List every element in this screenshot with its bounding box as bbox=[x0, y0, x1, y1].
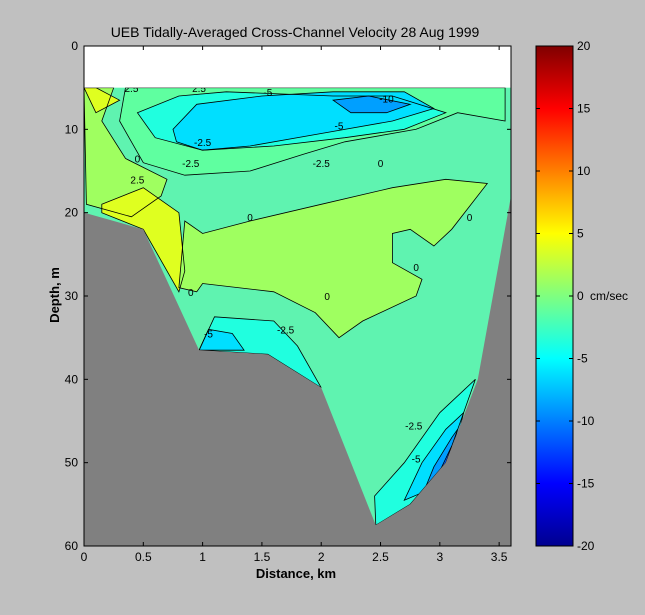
y-axis: 0 10 20 30 40 50 60 bbox=[65, 39, 511, 553]
contour-label: 0 bbox=[467, 213, 473, 224]
contour-label: 2.5 bbox=[124, 84, 138, 95]
x-tick-label: 3.5 bbox=[491, 550, 508, 564]
contour-label: 0 bbox=[135, 155, 141, 166]
contour-label: 2.5 bbox=[130, 176, 144, 187]
x-tick-label: 0.5 bbox=[135, 550, 152, 564]
contour-label: 0 bbox=[247, 213, 253, 224]
colorbar-tick-label: 10 bbox=[577, 164, 591, 178]
contour-fill-0-to-2p5-mid-line bbox=[178, 178, 489, 339]
contour-fill-deep-channel-core bbox=[404, 412, 464, 501]
colorbar-tick-label: 15 bbox=[577, 102, 591, 116]
contour-label: 0 bbox=[413, 263, 419, 274]
colorbar-tick-label: 5 bbox=[577, 227, 584, 241]
x-axis: 0 0.5 1 1.5 2 2.5 3 3.5 bbox=[81, 46, 508, 564]
chart-title: UEB Tidally-Averaged Cross-Channel Veloc… bbox=[111, 24, 480, 40]
colorbar-unit-label: cm/sec bbox=[590, 289, 628, 303]
contour-label: -5 bbox=[412, 455, 421, 466]
colorbar-gradient bbox=[535, 45, 574, 547]
contour-fill-above-2p5-wall-line bbox=[101, 187, 186, 293]
contour-fill-lower-jet-line bbox=[198, 316, 322, 389]
y-tick-label: 20 bbox=[65, 206, 79, 220]
y-tick-label: 0 bbox=[71, 39, 78, 53]
y-tick-label: 30 bbox=[65, 289, 79, 303]
contour-fill-minus2p5-to-minus5-line bbox=[136, 91, 447, 151]
contour-label: -2.5 bbox=[194, 138, 212, 149]
contour-label: -2.5 bbox=[313, 159, 331, 170]
contour-fill-minus7p5-to-minus10-line bbox=[332, 95, 412, 114]
contour-label: 0 bbox=[188, 288, 194, 299]
colorbar-tick-label: -10 bbox=[577, 414, 595, 428]
contour-fill-deep-channel bbox=[374, 379, 476, 526]
y-tick-label: 10 bbox=[65, 122, 79, 136]
plot-area: 2.5 2.5 -5 -10 -2.5 -5 0 -2.5 -2.5 0 2.5 0 0 0 0 0 -5 -2.… bbox=[65, 39, 512, 564]
x-tick-label: 2 bbox=[318, 550, 325, 564]
colorbar-tick-label: -5 bbox=[577, 352, 588, 366]
x-tick-label: 3 bbox=[436, 550, 443, 564]
contour-label: -10 bbox=[379, 95, 394, 106]
x-axis-label: Distance, km bbox=[256, 566, 336, 581]
contour-fill-0-to-2p5 bbox=[84, 87, 167, 217]
contour-label: 0 bbox=[324, 292, 330, 303]
y-tick-label: 50 bbox=[65, 456, 79, 470]
x-tick-label: 1 bbox=[199, 550, 206, 564]
colorbar-tick-label: 20 bbox=[577, 39, 591, 53]
contour-label: -2.5 bbox=[405, 421, 423, 432]
contour-fill-0-to-2p5-mid bbox=[178, 179, 488, 338]
contour-fill-minus5-to-minus7p5-line bbox=[172, 91, 435, 151]
contour-label: -2.5 bbox=[277, 326, 295, 337]
contour-label: -5 bbox=[204, 330, 213, 341]
contour-fill-minus7p5-to-minus10 bbox=[333, 96, 411, 113]
contour-label: -2.5 bbox=[182, 159, 200, 170]
colorbar-tick-label: 0 bbox=[577, 289, 584, 303]
contour-fill-lower-jet-core-line bbox=[198, 328, 245, 351]
x-tick-label: 1.5 bbox=[254, 550, 271, 564]
contour-fill-deep-channel-inner bbox=[422, 429, 458, 496]
no-data-band bbox=[84, 46, 511, 88]
colorbar-tick-label: -15 bbox=[577, 477, 595, 491]
colorbar-tick-label: -20 bbox=[577, 539, 595, 553]
contour-fill-above-2p5-left bbox=[84, 87, 120, 113]
contour-fill-0-to-minus2p5-line bbox=[119, 87, 506, 176]
y-axis-label: Depth, m bbox=[47, 267, 62, 323]
contour-fill-above-2p5-wall bbox=[101, 187, 185, 292]
contour-label: -5 bbox=[263, 88, 272, 99]
contour-fill-above-2p5-left-line bbox=[83, 87, 121, 114]
contour-label: 0 bbox=[378, 159, 384, 170]
contour-label: -5 bbox=[335, 121, 344, 132]
colorbar: 20 15 10 5 0 -5 -10 -15 -20 cm/sec bbox=[535, 39, 628, 553]
x-tick-label: 2.5 bbox=[372, 550, 389, 564]
bathymetry-land-mask bbox=[84, 196, 511, 546]
y-tick-label: 60 bbox=[65, 539, 79, 553]
contour-label: 2.5 bbox=[192, 84, 206, 95]
x-tick-label: 0 bbox=[81, 550, 88, 564]
y-tick-label: 40 bbox=[65, 372, 79, 386]
